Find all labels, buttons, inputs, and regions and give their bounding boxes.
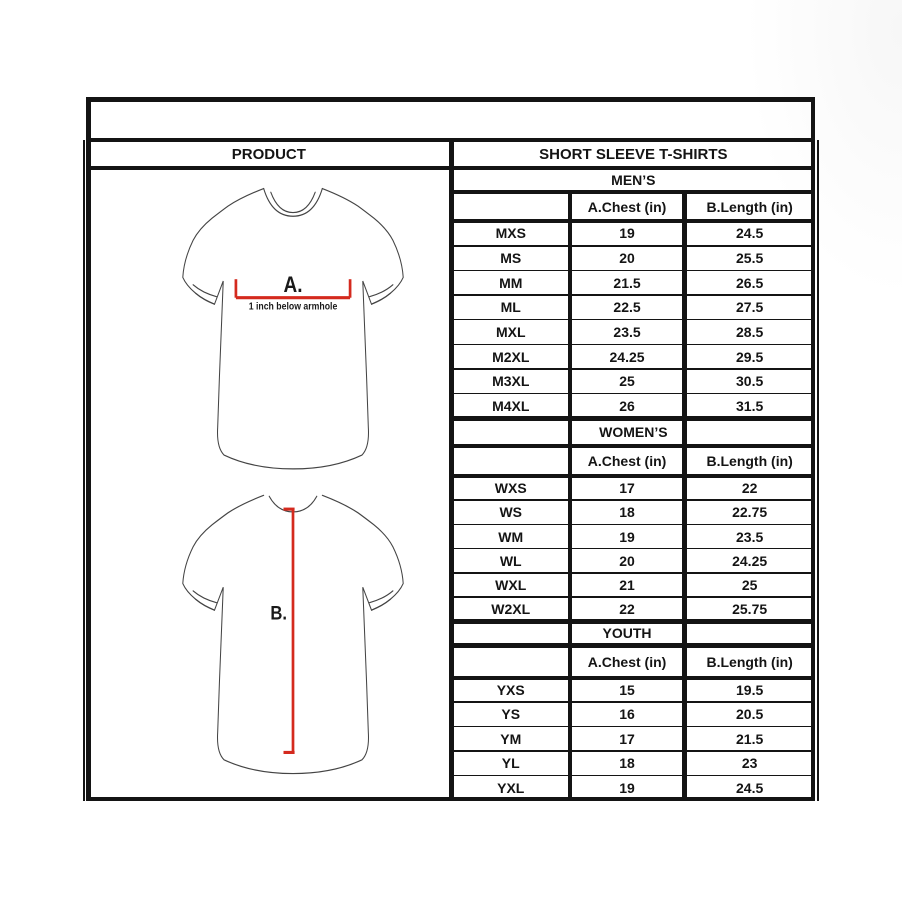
svg-text:1 inch below armhole: 1 inch below armhole — [249, 301, 338, 313]
svg-text:A.: A. — [284, 273, 303, 298]
svg-text:B.: B. — [271, 603, 288, 624]
